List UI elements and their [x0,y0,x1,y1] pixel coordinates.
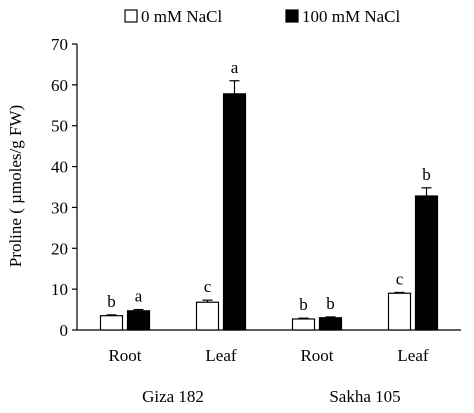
legend-label: 100 mM NaCl [302,7,401,26]
bar [126,310,151,331]
y-tick-label: 40 [51,158,68,177]
group-labels: Giza 182 Sakha 105 [142,387,401,406]
significance-letter: b [107,292,116,311]
x-tick-label: Leaf [397,346,428,365]
y-tick-label: 60 [51,76,68,95]
bar [414,195,439,331]
bar [291,318,316,331]
x-axis: Root Leaf Root Leaf [77,329,461,365]
legend-swatch [124,9,138,23]
y-tick-label: 30 [51,198,68,217]
y-axis-label: Proline ( µmoles/g FW) [6,105,25,267]
x-tick-label: Root [300,346,333,365]
legend-label: 0 mM NaCl [141,7,223,26]
group-label: Sakha 105 [329,387,400,406]
bar [318,317,343,331]
significance-letter: a [135,287,143,306]
x-tick-label: Leaf [205,346,236,365]
significance-letter: c [204,277,212,296]
y-tick-label: 70 [51,35,68,54]
y-axis: 0 10 20 30 40 50 60 70 [51,35,78,340]
legend: 0 mM NaCl 100 mM NaCl [124,7,401,26]
y-tick-label: 10 [51,280,68,299]
x-tick-label: Root [108,346,141,365]
significance-letter: c [396,269,404,288]
legend-swatch [285,9,299,23]
group-label: Giza 182 [142,387,204,406]
bar [387,292,412,331]
y-tick-label: 20 [51,239,68,258]
significance-letter: a [231,58,239,77]
bar [195,301,220,331]
significance-letter: b [422,165,431,184]
bar [222,93,247,331]
bar [99,315,124,331]
significance-letter: b [299,295,308,314]
y-tick-label: 50 [51,117,68,136]
y-tick-label: 0 [60,321,69,340]
significance-letter: b [326,294,335,313]
